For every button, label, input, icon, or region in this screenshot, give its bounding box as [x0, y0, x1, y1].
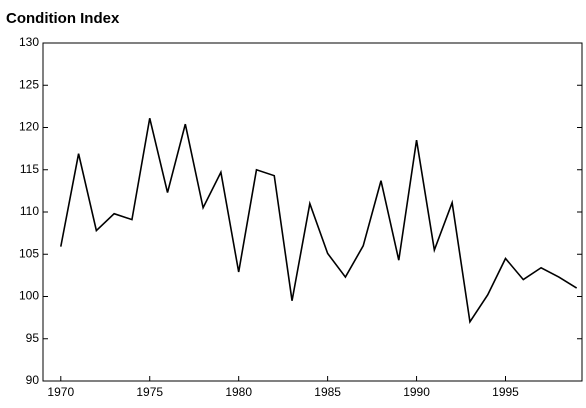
- data-line: [60, 118, 578, 325]
- y-tick-label: 95: [26, 331, 40, 345]
- x-tick-label: 1975: [136, 385, 163, 399]
- y-tick-label: 100: [19, 289, 39, 303]
- x-tick-label: 1990: [403, 385, 430, 399]
- y-tick-label: 110: [20, 204, 39, 218]
- x-tick-label: 1970: [47, 385, 74, 399]
- x-tick-label: 1995: [492, 385, 519, 399]
- y-tick-label: 120: [19, 120, 39, 134]
- y-tick-label: 90: [26, 373, 40, 387]
- y-tick-label: 115: [20, 162, 39, 176]
- y-tick-label: 125: [19, 77, 39, 91]
- y-tick-label: 130: [19, 35, 39, 49]
- x-tick-label: 1985: [314, 385, 341, 399]
- chart-title: Condition Index: [6, 10, 120, 27]
- x-tick-label: 1980: [225, 385, 252, 399]
- y-tick-label: 105: [19, 246, 39, 260]
